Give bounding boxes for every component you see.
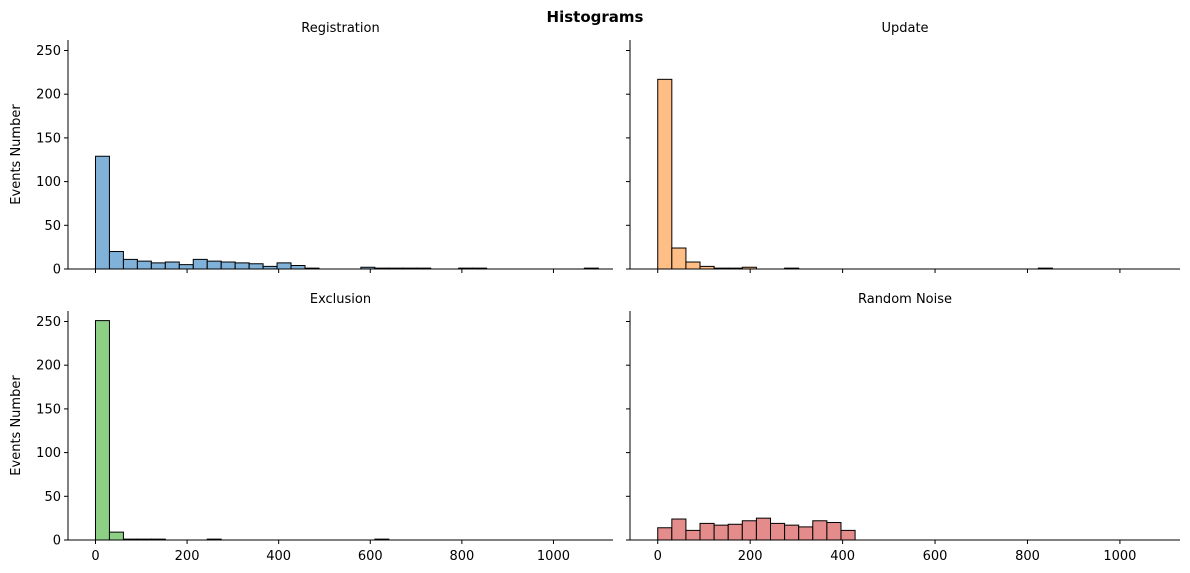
y-axis-label: Events Number — [9, 375, 24, 476]
x-tick-label: 800 — [1015, 549, 1040, 564]
histogram-bar — [108, 251, 124, 270]
subplot-update: Update — [626, 21, 1180, 273]
x-tick-label: 400 — [830, 549, 855, 564]
y-tick-label: 0 — [53, 534, 61, 549]
y-axis-label: Events Number — [9, 104, 24, 205]
histogram-bar — [192, 258, 208, 270]
histogram-bar — [290, 265, 306, 270]
x-tick-label: 800 — [449, 549, 474, 564]
panel-title: Random Noise — [858, 292, 952, 307]
y-tick-label: 250 — [36, 315, 61, 330]
histogram-bar — [798, 526, 814, 541]
x-tick-label: 600 — [923, 549, 948, 564]
x-tick-label: 0 — [91, 549, 99, 564]
y-tick-label: 50 — [44, 490, 61, 505]
histogram-bar — [727, 523, 743, 541]
y-tick-label: 200 — [36, 88, 61, 103]
panel-title: Exclusion — [310, 292, 371, 307]
x-tick-label: 200 — [175, 549, 200, 564]
histogram-bar — [136, 260, 152, 270]
histogram-bar — [671, 518, 687, 541]
histogram-bar — [276, 262, 292, 270]
x-tick-label: 200 — [738, 549, 763, 564]
subplot-grid: 0 50 100 150 200 250 Registration Events Number… — [9, 21, 1180, 564]
x-tick-label: 1000 — [537, 549, 570, 564]
histogram-bar — [94, 155, 110, 270]
histogram-bar — [685, 529, 701, 541]
histogram-bar — [840, 529, 856, 541]
histogram-bar — [784, 524, 800, 541]
y-tick-label: 200 — [36, 359, 61, 374]
histogram-bar — [234, 262, 250, 270]
x-tick-label: 600 — [358, 549, 383, 564]
subplot-random-noise: 0 200 400 600 800 1000 Random Noise — [626, 292, 1180, 564]
histogram-bar — [741, 520, 757, 541]
histogram-bar — [685, 261, 701, 270]
histogram-bar — [122, 258, 138, 270]
y-tick-label: 150 — [36, 402, 61, 417]
y-tick-label: 100 — [36, 446, 61, 461]
histogram-bar — [826, 522, 842, 541]
histogram-bar — [699, 522, 715, 541]
histogram-bar — [206, 260, 222, 270]
histogram-bar — [770, 522, 786, 541]
x-tick-label: 400 — [266, 549, 291, 564]
subplot-exclusion: 0 50 100 150 200 250 0 200 400 600 800 1000 Exclusio… — [9, 292, 613, 564]
histogram-bar — [671, 247, 687, 270]
subplot-registration: 0 50 100 150 200 250 Registration Events Number — [9, 21, 613, 278]
y-tick-label: 100 — [36, 175, 61, 190]
histogram-bar — [657, 527, 673, 541]
histogram-bar — [178, 264, 194, 270]
panel-title: Registration — [301, 21, 379, 36]
x-tick-label: 0 — [654, 549, 662, 564]
histogram-bar — [657, 78, 673, 270]
y-tick-label: 150 — [36, 131, 61, 146]
y-tick-label: 50 — [44, 219, 61, 234]
panel-title: Update — [881, 21, 928, 36]
figure-title: Histograms — [547, 8, 644, 26]
x-tick-label: 1000 — [1103, 549, 1136, 564]
histogram-bar — [150, 262, 166, 270]
histogram-bar — [108, 531, 124, 541]
histogram-bar — [755, 517, 772, 541]
histogram-bar — [248, 263, 264, 270]
histogram-bar — [713, 524, 729, 541]
y-tick-label: 0 — [53, 263, 61, 278]
y-tick-label: 250 — [36, 44, 61, 59]
histogram-bar — [94, 320, 110, 541]
histogram-bar — [164, 261, 180, 270]
histogram-bar — [812, 520, 828, 541]
histogram-bar — [220, 261, 236, 270]
